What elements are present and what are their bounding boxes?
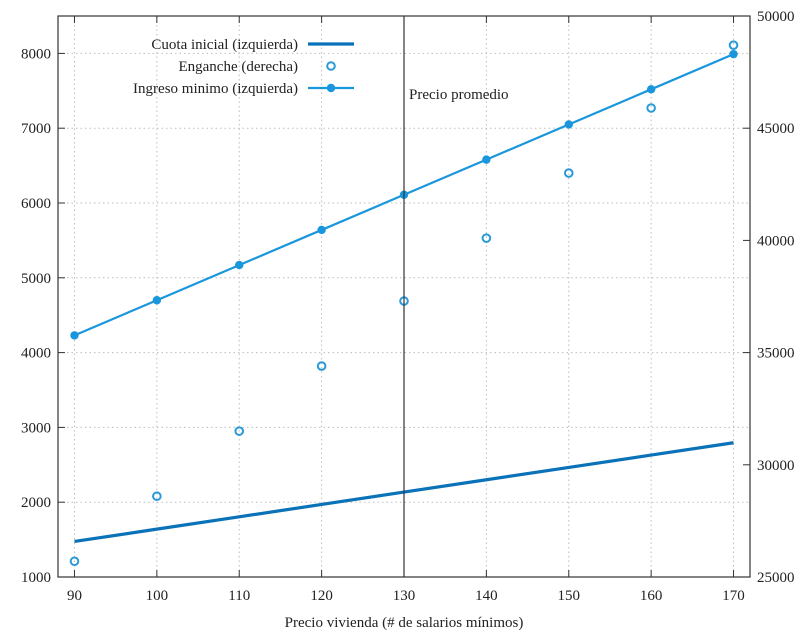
x-tick-label: 100: [146, 588, 169, 604]
enganche-point: [69, 556, 80, 567]
enganche-point: [646, 103, 656, 113]
average-price-label: Precio promedio: [409, 87, 509, 103]
y-right-tick-label: 45000: [757, 121, 795, 137]
y-left-tick-label: 3000: [21, 420, 51, 436]
ingreso-point: [152, 296, 162, 305]
y-left-tick-label: 6000: [21, 196, 51, 212]
y-right-tick-label: 35000: [757, 346, 795, 362]
ingreso-point: [482, 155, 491, 164]
ingreso-point: [646, 85, 656, 94]
y-right-tick-label: 50000: [757, 9, 795, 25]
x-tick-label: 120: [310, 588, 333, 604]
x-axis-title: Precio vivienda (# de salarios mínimos): [285, 615, 524, 631]
x-tick-label: 170: [722, 588, 745, 604]
y-right-tick-label: 30000: [757, 458, 795, 474]
y-left-tick-label: 8000: [21, 46, 51, 62]
ingreso-point: [70, 331, 79, 340]
y-left-tick-label: 4000: [21, 346, 51, 362]
legend-label-1: Cuota inicial (izquierda): [151, 37, 298, 53]
x-tick-label: 110: [228, 588, 250, 604]
x-tick-label: 90: [67, 588, 82, 604]
ingreso-point: [235, 260, 244, 270]
y-left-tick-label: 7000: [21, 121, 51, 137]
x-tick-label: 130: [393, 588, 416, 604]
x-tick-label: 160: [640, 588, 663, 604]
ingreso-point: [317, 225, 326, 235]
y-left-tick-label: 1000: [21, 570, 51, 586]
legend-label-3: Ingreso minimo (izquierda): [133, 81, 298, 97]
ingreso-point: [729, 49, 738, 59]
legend-swatch-ingreso-dot: [326, 83, 336, 93]
legend: Cuota inicial (izquierda) Enganche (derec…: [133, 37, 354, 97]
axis-ticks: 90 100 110 120 130 140 150 160 170 1000 2000 3000 40…: [21, 9, 795, 604]
y-right-tick-label: 40000: [757, 233, 795, 249]
legend-swatch-enganche: [326, 61, 336, 71]
enganche-point: [728, 40, 739, 50]
enganche-point: [481, 233, 492, 243]
y-left-tick-label: 5000: [21, 271, 51, 287]
enganche-point: [234, 426, 245, 436]
x-tick-label: 150: [558, 588, 581, 604]
y-left-tick-label: 2000: [21, 495, 51, 511]
y-right-tick-label: 25000: [757, 570, 795, 586]
enganche-point: [563, 168, 574, 178]
enganche-point: [152, 491, 162, 502]
enganche-point: [316, 361, 327, 371]
annotations: Precio promedio: [403, 16, 509, 577]
x-tick-label: 140: [475, 588, 498, 604]
ingreso-point: [564, 120, 573, 129]
legend-label-2: Enganche (derecha): [178, 59, 298, 75]
